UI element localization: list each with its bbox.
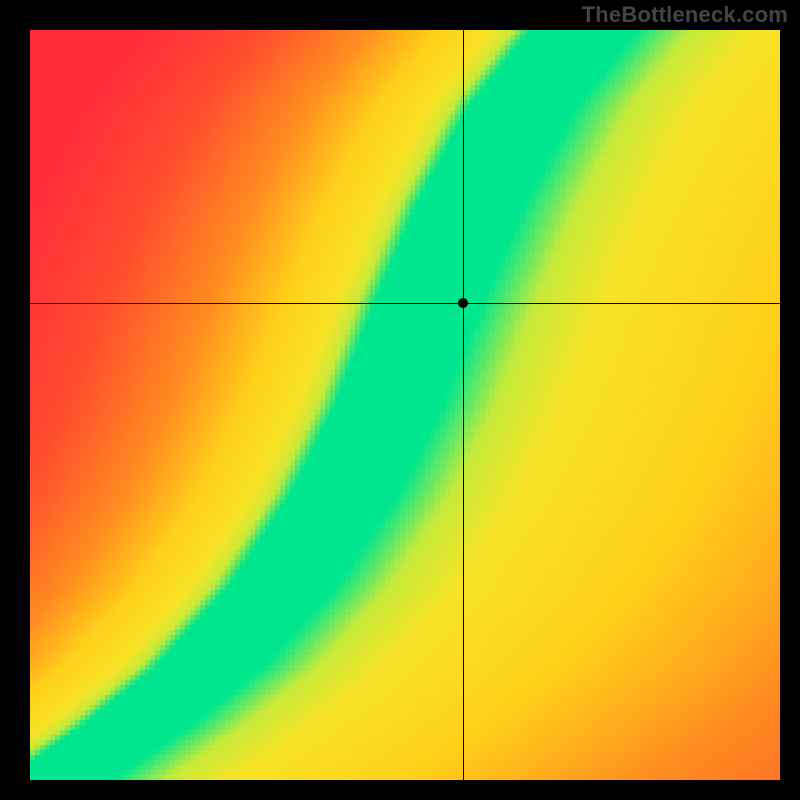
crosshair-horizontal	[30, 303, 780, 304]
crosshair-vertical	[463, 30, 464, 780]
watermark-text: TheBottleneck.com	[582, 2, 788, 28]
heatmap-canvas	[30, 30, 780, 780]
crosshair-marker	[458, 298, 468, 308]
chart-container: TheBottleneck.com	[0, 0, 800, 800]
